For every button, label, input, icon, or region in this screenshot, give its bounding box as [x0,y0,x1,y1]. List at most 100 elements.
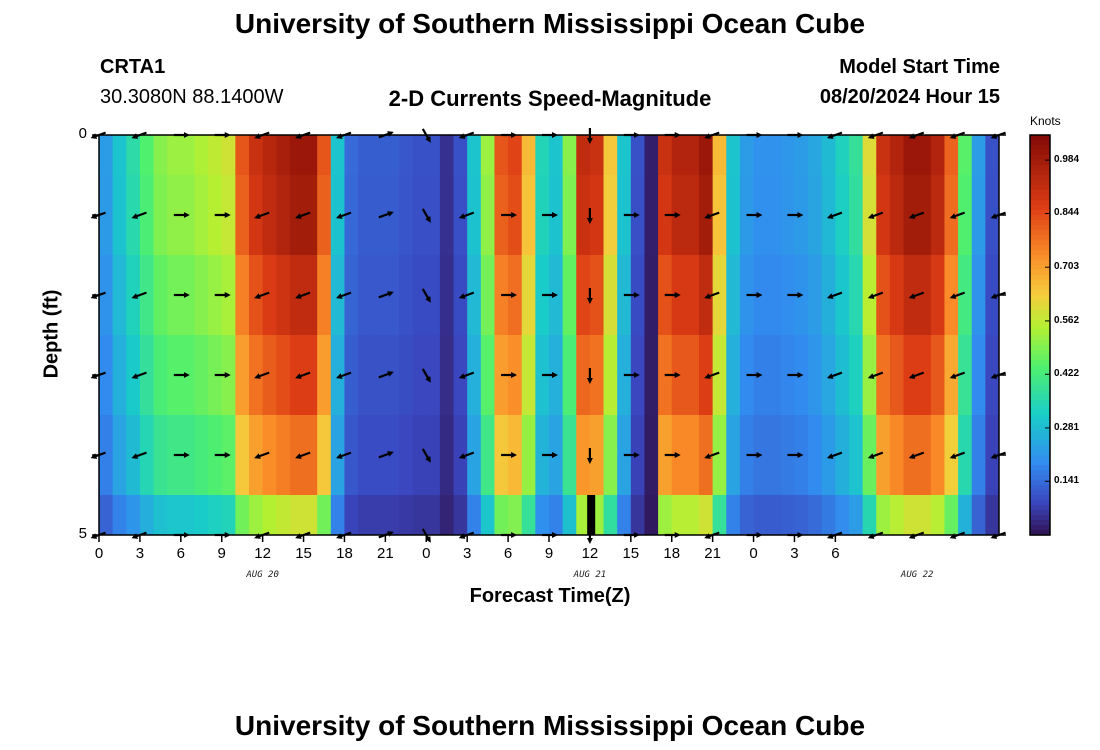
colorbar-segment [1030,500,1050,506]
heatmap-cell [685,255,700,336]
heatmap-cell [344,495,359,536]
heatmap-cell [889,335,905,416]
heatmap-cell [276,255,291,336]
current-arrow [908,371,925,379]
heatmap-cell [153,415,168,496]
heatmap-cell [930,495,946,536]
current-arrow [704,451,720,459]
heatmap-cell [330,135,346,176]
heatmap-cell [235,135,250,176]
heatmap-cell [589,415,605,496]
current-arrow [378,371,394,379]
heatmap-cell [808,415,823,496]
heatmap-cell [303,135,318,176]
current-arrow [826,211,843,219]
colorbar-segment [1030,405,1050,411]
heatmap-cell [726,495,741,536]
heatmap-cell [494,495,509,536]
colorbar-segment [1030,380,1050,386]
heatmap-cell [971,175,986,256]
colorbar-segment [1030,475,1050,481]
current-arrow [908,291,925,299]
colorbar-segment [1030,315,1050,321]
heatmap-cell [603,495,618,536]
heatmap-cell [399,335,414,416]
heatmap-cell [808,335,823,416]
heatmap-cell [467,495,482,536]
current-arrow [867,211,884,219]
colorbar-segment [1030,505,1050,511]
colorbar-segment [1030,255,1050,261]
heatmap-cell [685,335,700,416]
heatmap-cell [876,415,891,496]
heatmap-cell [835,415,850,496]
heatmap-cell [194,175,209,256]
heatmap-cell [712,175,727,256]
heatmap-cell [576,255,591,336]
current-arrow [295,371,311,379]
heatmap-cell [344,175,359,256]
current-arrow [421,288,431,303]
current-arrow [826,371,843,379]
x-tick-label: 12 [254,545,271,562]
x-tick-label: 18 [663,545,681,562]
heatmap-cell [658,495,673,536]
heatmap-cell [262,335,277,416]
heatmap-cell [399,135,414,176]
heatmap-cell [453,135,468,176]
heatmap-cell [262,255,277,336]
colorbar-segment [1030,530,1050,536]
heatmap-cell [112,495,127,536]
colorbar-segment [1030,300,1050,306]
heatmap-cell [562,495,577,536]
x-tick-label: 0 [749,545,758,562]
heatmap-cell [712,335,727,416]
x-tick-label: 3 [135,545,145,562]
colorbar-segment [1030,455,1050,461]
station-location: 30.3080N 88.1400W [100,86,284,108]
heatmap-cell [99,255,114,336]
heatmap-cell [439,255,455,336]
current-arrow [378,291,394,299]
current-arrow [908,211,925,219]
heatmap-cell [194,495,209,536]
heatmap-cell [494,135,509,176]
heatmap-cell [576,135,591,176]
heatmap-cell [371,495,386,536]
colorbar-segment [1030,215,1050,221]
heatmap-cell [930,175,946,256]
heatmap-cell [208,135,223,176]
current-arrow [421,368,431,383]
heatmap-cell [180,135,196,176]
heatmap-cell [658,135,673,176]
heatmap-cell [603,415,618,496]
heatmap-cell [753,135,768,176]
heatmap-cell [958,495,973,536]
heatmap-cell [371,255,386,336]
current-arrow [378,451,394,459]
x-tick-label: 6 [503,545,513,562]
heatmap-cell [426,415,441,496]
colorbar-segment [1030,440,1050,446]
heatmap-cell [767,255,782,336]
colorbar-segment [1030,235,1050,241]
heatmap-cell [576,335,591,416]
heatmap-cell [958,135,973,176]
heatmap-cell [794,135,809,176]
current-arrow [704,291,720,299]
heatmap-cell [971,255,986,336]
colorbar-segment [1030,295,1050,301]
heatmap-cell [99,135,114,176]
heatmap-cell [317,335,332,416]
colorbar-segment [1030,190,1050,196]
heatmap-cell [712,415,727,496]
heatmap-cell [358,495,373,536]
current-arrow [421,208,431,223]
heatmap-cell [644,495,659,536]
heatmap-cell [317,255,332,336]
heatmap-cell [685,135,700,176]
heatmap-cell [399,255,414,336]
colorbar-segment [1030,165,1050,171]
colorbar-segment [1030,310,1050,316]
heatmap-cell [576,415,591,496]
